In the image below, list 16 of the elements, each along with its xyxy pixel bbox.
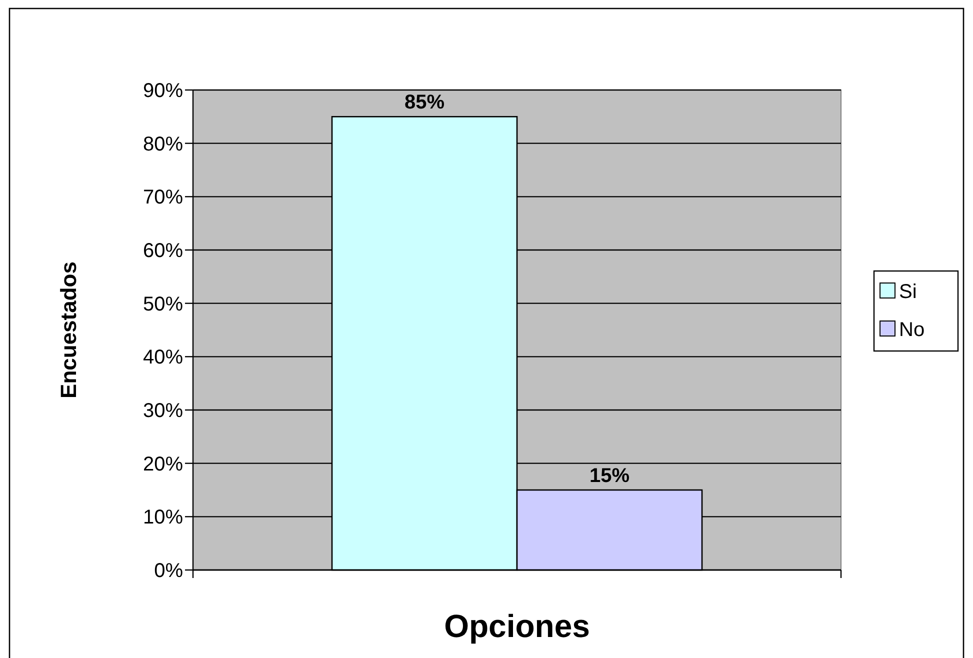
y-tick-label: 40%	[142, 346, 184, 369]
data-label: 85%	[404, 92, 445, 114]
y-tick-label: 80%	[142, 133, 184, 156]
y-tick-label: 50%	[142, 293, 184, 316]
y-tick-label: 30%	[142, 400, 184, 422]
y-tick-label: 60%	[142, 240, 184, 262]
y-tick-label: 70%	[142, 186, 184, 209]
legend-label: Si	[899, 281, 917, 303]
y-tick-label: 0%	[154, 560, 184, 582]
y-tick-label: 20%	[142, 453, 184, 476]
y-tick-label: 90%	[142, 80, 184, 102]
data-label: 15%	[589, 465, 630, 487]
legend-label: No	[899, 319, 925, 341]
y-tick-label: 10%	[142, 506, 184, 529]
y-axis-title: Encuestados	[56, 262, 81, 398]
x-axis-title: Opciones	[444, 608, 590, 644]
